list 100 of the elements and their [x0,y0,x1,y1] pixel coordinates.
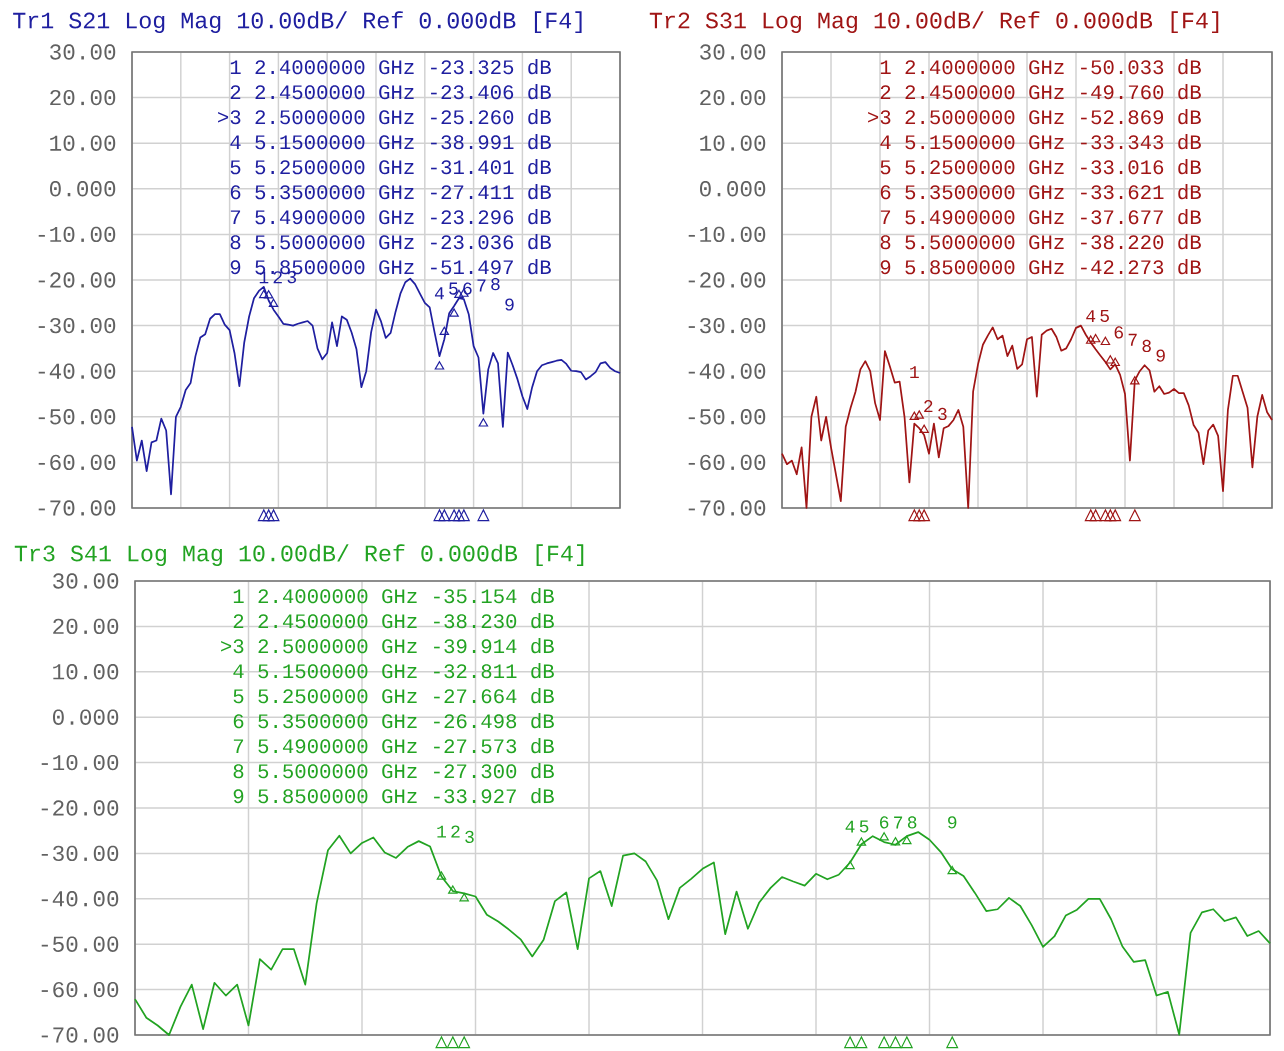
point [919,424,929,433]
point [259,289,269,299]
chart-title: Tr3 S41 Log Mag 10.00dB/ Ref 0.000dB [F4] [14,544,584,567]
annotation: 9 5.8500000 GHz -33.927 dB [233,788,554,804]
point [263,290,274,299]
annotation: 9 [1156,349,1165,362]
y-tick-label: -60.00 [41,981,119,998]
annotation: 5 [859,820,869,833]
annotation: 9 5.8500000 GHz -42.273 dB [880,259,1201,275]
point [436,871,447,880]
point [890,836,901,846]
annotation: 1 2.4000000 GHz -23.325 dB [230,59,551,75]
y-tick-label: -40.00 [38,363,116,379]
annotation: 2 [924,400,933,413]
y-tick-label: -50.00 [688,409,766,425]
y-tick-label: 0.000 [700,181,766,197]
annotation: >3 2.5000000 GHz -39.914 dB [221,638,554,654]
annotation: 5 [1100,309,1109,322]
point [1110,357,1120,367]
y-tick-label: -20.00 [688,272,766,288]
y-tick-label: 10.00 [50,135,116,151]
y-tick-label: -40.00 [41,891,119,907]
annotation: 7 [894,816,903,829]
annotation: 5 [449,282,458,295]
point [448,885,458,894]
annotation: 4 5.1500000 GHz -33.343 dB [880,134,1201,150]
y-tick-label: -50.00 [38,409,116,425]
point [1090,333,1101,343]
y-tick-label: -40.00 [688,363,766,379]
y-tick-label: 10.00 [700,135,766,151]
annotation: 3 [938,407,947,421]
point [856,837,867,846]
annotation: 7 5.4900000 GHz -23.296 dB [230,209,551,225]
annotation: 6 5.3500000 GHz -33.621 dB [880,184,1201,200]
annotation: 5 5.2500000 GHz -33.016 dB [880,159,1201,175]
annotation: 8 [1142,339,1151,353]
y-tick-label: -30.00 [41,845,119,862]
point [845,860,855,870]
annotation: 4 [1086,310,1096,322]
annotation: 2 2.4500000 GHz -23.406 dB [230,84,551,100]
y-tick-label: -50.00 [41,936,119,952]
annotation: 4 [845,820,855,833]
point [459,893,469,902]
annotation: 8 [907,816,917,829]
annotation: 3 [465,830,474,843]
annotation: 1 2.4000000 GHz -35.154 dB [233,588,554,604]
point [909,411,920,420]
y-tick-label: -30.00 [38,317,116,334]
point [1100,336,1111,346]
annotation: 5 5.2500000 GHz -27.664 dB [233,688,554,704]
annotation: >3 2.5000000 GHz -52.869 dB [868,109,1201,125]
annotation: 2 2.4500000 GHz -38.230 dB [233,613,554,629]
y-tick-label: 30.00 [53,573,119,589]
point [449,308,459,317]
annotation: 4 [434,287,444,300]
y-tick-label: -70.00 [688,500,766,516]
point [902,835,912,845]
annotation: 2 2.4500000 GHz -49.760 dB [880,84,1201,100]
annotation: 1 [910,366,919,379]
annotation: 8 5.5000000 GHz -38.220 dB [880,234,1201,250]
annotation: 7 5.4900000 GHz -37.677 dB [880,209,1201,225]
annotation: 6 5.3500000 GHz -27.411 dB [230,184,551,200]
point [914,410,924,419]
point [1130,376,1140,385]
y-tick-label: 0.000 [50,181,116,197]
y-tick-label: 20.00 [700,89,766,106]
annotation: 6 [463,282,472,295]
annotation: 2 [451,825,460,838]
point [478,418,489,427]
y-tick-label: 30.00 [700,44,766,60]
y-tick-label: -10.00 [38,226,116,243]
y-tick-label: -20.00 [38,272,116,288]
y-tick-label: -70.00 [38,500,116,516]
point [268,298,279,307]
annotation: 6 5.3500000 GHz -26.498 dB [233,713,554,729]
y-tick-label: -60.00 [688,454,766,471]
annotation: 1 [437,825,446,838]
annotation: 4 5.1500000 GHz -32.811 dB [233,663,554,679]
annotation: 6 [880,816,889,829]
annotation: 4 5.1500000 GHz -38.991 dB [230,134,551,150]
annotation: 8 5.5000000 GHz -27.300 dB [233,763,554,779]
point [439,326,450,335]
annotation: 7 [1128,333,1137,346]
point [947,865,957,875]
annotation: 8 5.5000000 GHz -23.036 dB [230,234,551,250]
y-tick-label: -10.00 [41,754,119,771]
y-tick-label: -60.00 [38,454,116,471]
annotation: 5 5.2500000 GHz -31.401 dB [230,159,551,175]
annotation: 8 [491,278,500,291]
point [1085,335,1096,344]
y-tick-label: -70.00 [41,1027,119,1043]
y-tick-label: 20.00 [50,89,116,106]
y-tick-label: 20.00 [53,618,119,635]
annotation: 7 5.4900000 GHz -27.573 dB [233,738,554,754]
point [879,832,889,841]
annotation: 9 [948,816,957,829]
annotation: 1 2.4000000 GHz -50.033 dB [880,59,1201,75]
annotation: 7 [477,279,486,292]
chart-title: Tr2 S31 Log Mag 10.00dB/ Ref 0.000dB [F4] [649,11,1219,34]
annotation: 9 [505,298,514,311]
